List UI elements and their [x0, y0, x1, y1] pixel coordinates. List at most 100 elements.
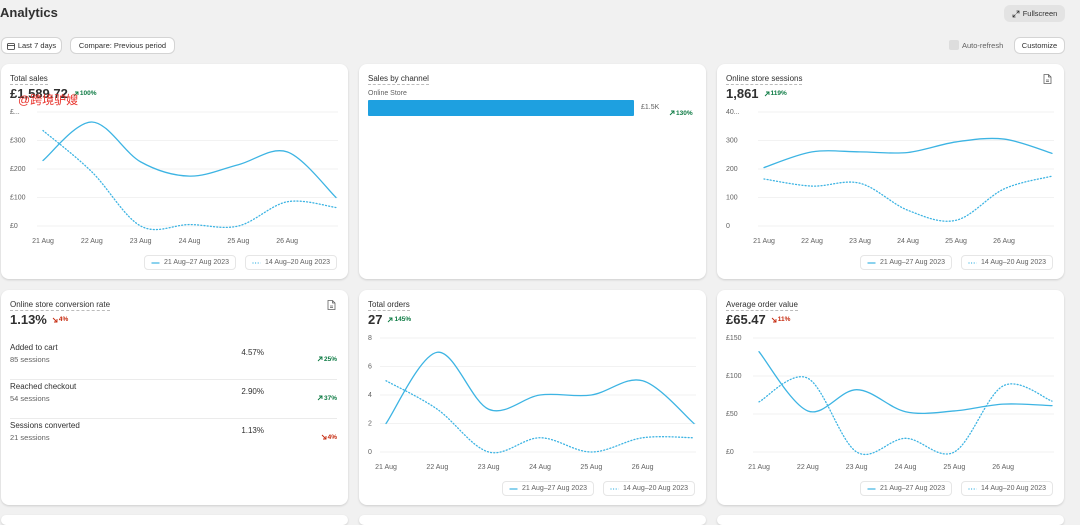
export-icon[interactable]: [327, 300, 336, 310]
legend-item[interactable]: 14 Aug–20 Aug 2023: [244, 255, 337, 270]
y-tick-label: £0: [726, 449, 734, 456]
y-tick-label: 100: [726, 194, 738, 201]
legend-label: 14 Aug–20 Aug 2023: [622, 485, 688, 492]
metric-value: £65.47: [726, 312, 766, 327]
y-tick-label: 0: [368, 449, 372, 456]
bar-chart: [368, 100, 634, 116]
metric: 1,861 119%: [726, 86, 787, 101]
y-tick-label: £200: [10, 166, 26, 173]
date-range-button[interactable]: Last 7 days: [1, 37, 62, 54]
x-tick-label: 24 Aug: [895, 464, 917, 471]
row-change: 4%: [321, 427, 337, 445]
arrow-path: [52, 317, 58, 322]
row-sub: 54 sessions: [10, 394, 50, 403]
x-tick-label: 23 Aug: [130, 238, 152, 245]
x-tick-label: 25 Aug: [227, 238, 249, 245]
change-indicator: 37%: [317, 395, 337, 402]
series-line: [758, 376, 1053, 455]
trend-arrow: [317, 395, 323, 401]
y-tick-label: £100: [10, 194, 26, 201]
legend-item[interactable]: 21 Aug–27 Aug 2023: [143, 255, 236, 270]
y-tick-label: 4: [368, 392, 372, 399]
date-range-label: Last 7 days: [17, 41, 57, 50]
legend-label: 21 Aug–27 Aug 2023: [163, 259, 229, 266]
change-indicator: 100%: [73, 90, 97, 97]
channel-label: Online Store: [368, 90, 407, 97]
x-tick-label: 23 Aug: [849, 238, 871, 245]
change-indicator: 130%: [669, 110, 693, 117]
card-title: Average order value: [726, 300, 798, 311]
y-tick-label: £50: [726, 411, 738, 418]
change-text: 11%: [777, 316, 791, 323]
export-icon[interactable]: [1043, 74, 1052, 84]
series-line: [763, 175, 1053, 222]
change-text: 119%: [770, 90, 787, 97]
bar: [368, 100, 634, 116]
legend-label: 21 Aug–27 Aug 2023: [879, 485, 945, 492]
legend-swatch: [151, 261, 160, 264]
icon-path: [327, 300, 336, 310]
x-tick-label: 21 Aug: [753, 238, 775, 245]
trend-arrow: [764, 91, 769, 96]
row-sub: 21 sessions: [10, 433, 50, 442]
legend-item[interactable]: 14 Aug–20 Aug 2023: [602, 481, 695, 496]
legend-item[interactable]: 14 Aug–20 Aug 2023: [960, 255, 1053, 270]
y-tick-label: 40...: [726, 109, 740, 116]
legend-item[interactable]: 21 Aug–27 Aug 2023: [501, 481, 594, 496]
line-chart: £0 £100 £200 £300 £... 21 Aug 22 Aug 23 Aug 24 A…: [10, 109, 338, 245]
change-text: 130%: [676, 109, 693, 117]
compare-button[interactable]: Compare: Previous period: [70, 37, 175, 54]
card-title: Online store conversion rate: [10, 300, 111, 311]
row-value: 1.13%: [241, 426, 264, 435]
row-label: Added to cart: [10, 343, 58, 352]
trend-arrow: [52, 317, 58, 322]
fullscreen-button[interactable]: Fullscreen: [1004, 5, 1065, 22]
y-tick-label: 2: [368, 420, 372, 427]
change-indicator: 4%: [321, 434, 337, 441]
x-tick-label: 26 Aug: [992, 464, 1014, 471]
metric-value: £1,589.72: [10, 86, 68, 101]
legend-item[interactable]: 14 Aug–20 Aug 2023: [960, 481, 1053, 496]
legend: 21 Aug–27 Aug 2023 14 Aug–20 Aug 2023: [143, 255, 337, 270]
card: Average order value £65.47 11% £0 £50 £100 £15…: [717, 290, 1064, 505]
legend-label: 14 Aug–20 Aug 2023: [980, 485, 1046, 492]
x-tick-label: 25 Aug: [945, 238, 967, 245]
change-indicator: 11%: [771, 316, 791, 323]
legend-label: 21 Aug–27 Aug 2023: [879, 259, 945, 266]
trend-arrow: [321, 434, 327, 440]
metric: 27 145%: [368, 312, 411, 327]
auto-refresh-label: Auto-refresh: [962, 41, 1004, 50]
page-title: Analytics: [0, 5, 58, 20]
arrow-path: [771, 317, 777, 322]
metric: £65.47 11%: [726, 312, 790, 327]
customize-button[interactable]: Customize: [1014, 37, 1065, 54]
card-partial: [1, 515, 348, 525]
change-text: 37%: [323, 394, 337, 402]
x-tick-label: 26 Aug: [276, 238, 298, 245]
y-tick-label: 8: [368, 335, 372, 342]
y-tick-label: 300: [726, 137, 738, 144]
breakdown-row: Sessions converted 21 sessions 1.13% 4%: [10, 418, 337, 457]
y-tick-label: £0: [10, 223, 18, 230]
arrow-path: [764, 91, 769, 96]
line-chart: £0 £50 £100 £150 21 Aug 22 Aug 23 Aug 24 Aug 25 …: [726, 335, 1054, 471]
legend-label: 14 Aug–20 Aug 2023: [980, 259, 1046, 266]
x-tick-label: 23 Aug: [846, 464, 868, 471]
line-chart: 0 2 4 6 8 21 Aug 22 Aug 23 Aug 24 Aug 25 Aug 26 Au…: [368, 335, 696, 471]
series-line: [385, 380, 695, 454]
auto-refresh-checkbox[interactable]: [949, 40, 959, 50]
change-text: 100%: [79, 90, 97, 97]
x-tick-label: 22 Aug: [426, 464, 448, 471]
legend-item[interactable]: 21 Aug–27 Aug 2023: [859, 481, 952, 496]
series-line: [758, 351, 1053, 415]
y-tick-label: £100: [726, 373, 742, 380]
legend-item[interactable]: 21 Aug–27 Aug 2023: [859, 255, 952, 270]
trend-arrow: [388, 317, 393, 322]
series-line: [763, 137, 1053, 169]
arrow-path: [388, 317, 393, 322]
x-tick-label: 21 Aug: [375, 464, 397, 471]
legend-swatch: [610, 487, 619, 490]
y-tick-label: 200: [726, 166, 738, 173]
card-title: Sales by channel: [368, 74, 429, 85]
